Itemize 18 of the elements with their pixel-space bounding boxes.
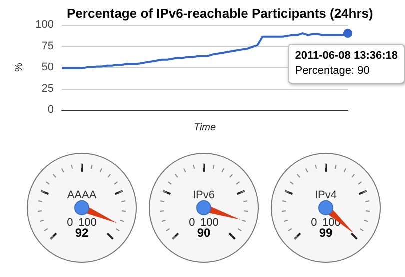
y-tick-label: 100 — [36, 19, 54, 31]
chart-title: Percentage of IPv6-reachable Participants (24hrs) — [67, 6, 374, 21]
x-axis-title: Time — [194, 122, 216, 134]
text: 0 — [67, 216, 74, 229]
data-label: 99 — [319, 226, 333, 240]
text: AAAA — [67, 189, 98, 202]
annotation: Percentage: 90 — [295, 64, 371, 78]
y-tick-label: 25 — [42, 82, 54, 95]
y-tick-label: 50 — [42, 62, 54, 74]
tooltip-box: 2011-06-08 13:36:18 Percentage: 90 — [288, 44, 405, 84]
text: 0 — [311, 216, 318, 229]
y-tick-label: 75 — [42, 40, 54, 52]
annotation: 2011-06-08 13:36:18 — [295, 48, 398, 64]
text: IPv4 — [314, 189, 338, 202]
y-axis-title: % — [14, 63, 26, 72]
text: IPv6 — [192, 189, 216, 202]
y-tick-label: 0 — [48, 104, 54, 116]
text: 0 — [189, 216, 196, 229]
